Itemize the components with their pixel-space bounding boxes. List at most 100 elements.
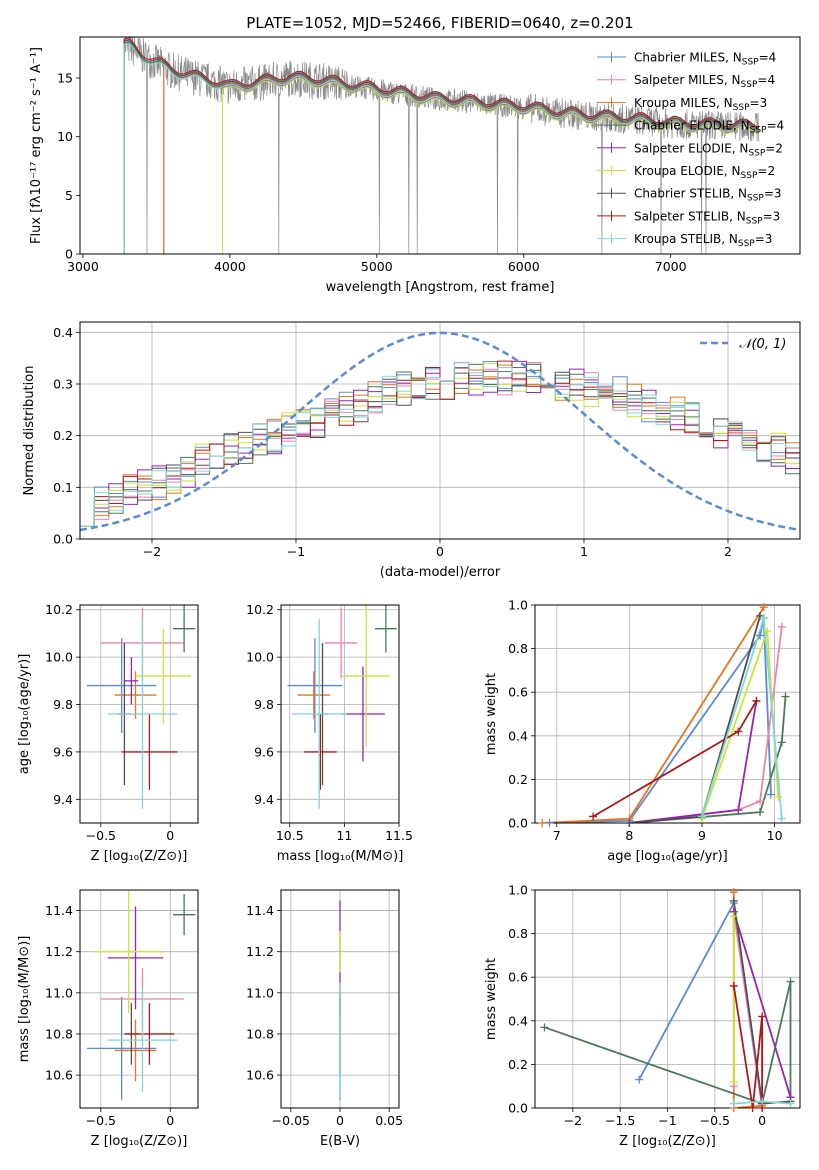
y-tick-label: 9.4 [254, 792, 274, 807]
y-tick-label: 0.4 [508, 728, 528, 743]
model-line [123, 43, 760, 254]
y-axis-label: mass [log₁₀(M/M⊙)] [17, 936, 32, 1063]
x-tick-label: 10 [767, 828, 783, 843]
histogram-series [80, 363, 800, 527]
y-tick-label: 10.2 [246, 602, 274, 617]
weight-point-marker [756, 808, 765, 817]
weight-point-marker [759, 614, 768, 623]
y-tick-label: 0.0 [508, 816, 528, 831]
y-tick-label: 0.3 [53, 377, 73, 392]
y-tick-label: 0.4 [508, 1013, 528, 1028]
x-axis-label: wavelength [Angstrom, rest frame] [326, 280, 555, 295]
legend-label: Salpeter MILES, NSSP=4 [634, 73, 775, 90]
y-tick-label: 1.0 [508, 598, 528, 613]
weight-point-marker [697, 812, 706, 821]
weight-point-marker [589, 812, 598, 821]
x-tick-label: 7 [553, 828, 561, 843]
y-tick-label: 0.8 [508, 926, 528, 941]
y-tick-label: 10.0 [246, 650, 274, 665]
legend-label: Chabrier MILES, NSSP=4 [634, 51, 776, 68]
weight-point-marker [774, 792, 783, 801]
weight-point-marker [786, 977, 795, 986]
axes-frame [534, 604, 801, 824]
weight-point-marker [752, 696, 761, 705]
figure-title: PLATE=1052, MJD=52466, FIBERID=0640, z=0… [246, 14, 633, 32]
y-tick-label: 0 [65, 247, 73, 262]
weight-series-line [732, 985, 763, 1108]
y-tick-label: 11.2 [246, 944, 274, 959]
x-tick-label: 7000 [655, 259, 687, 274]
panel-mass-vs-EBV: −0.05 0 0.05 10.6 10.8 11.0 11.2 11.4 E(B-V) [246, 889, 403, 1149]
histogram-series [80, 360, 800, 527]
y-tick-label: 9.4 [53, 792, 73, 807]
x-tick-label: −0.5 [86, 828, 116, 843]
y-tick-label: 11.4 [45, 903, 73, 918]
weight-point-marker [777, 622, 786, 631]
weight-point-marker [540, 1023, 549, 1032]
x-axis-label: Z [log₁₀(Z/Z⊙)] [91, 1134, 188, 1149]
plot-area [86, 890, 196, 1100]
weight-point-marker [538, 819, 547, 827]
y-tick-label: 10.6 [246, 1068, 274, 1083]
weight-point-marker [734, 727, 743, 736]
y-tick-label: 9.6 [254, 744, 274, 759]
y-tick-label: 0.2 [508, 772, 528, 787]
axes-frame [79, 889, 199, 1109]
x-axis-label: Z [log₁₀(Z/Z⊙)] [91, 849, 188, 864]
weight-point-marker [635, 1075, 644, 1084]
plot-area [287, 605, 397, 809]
weight-point-marker [758, 1012, 767, 1021]
model-line [222, 77, 759, 254]
x-axis-label: E(B-V) [320, 1134, 360, 1149]
weight-point-marker [756, 797, 765, 806]
y-tick-label: 11.2 [45, 944, 73, 959]
weight-point-marker [625, 819, 634, 827]
y-tick-label: 1.0 [508, 883, 528, 898]
x-tick-label: −2 [143, 544, 161, 559]
weight-point-marker [748, 1104, 757, 1112]
histogram-series [80, 364, 800, 527]
histogram-series [80, 363, 800, 527]
x-tick-label: 0.05 [375, 1113, 403, 1128]
legend-label: Kroupa MILES, NSSP=3 [634, 96, 767, 113]
weight-point-marker [734, 805, 743, 814]
y-tick-label: 0.2 [53, 428, 73, 443]
y-tick-label: 0.4 [53, 325, 73, 340]
x-axis-label: Z [log₁₀(Z/Z⊙)] [619, 1134, 716, 1149]
x-tick-label: 0 [166, 1113, 174, 1128]
x-tick-label: 8 [625, 828, 633, 843]
legend-label: Salpeter STELIB, NSSP=3 [634, 209, 780, 226]
y-tick-label: 0.1 [53, 480, 73, 495]
weight-point-marker [759, 603, 768, 612]
y-tick-label: 0.0 [53, 532, 73, 547]
panel-weight-vs-age: 7 8 9 10 0.0 0.2 0.4 0.6 0.8 1.0 age [log₁₀(age/yr… [484, 598, 801, 864]
y-tick-label: 0.6 [508, 685, 528, 700]
x-tick-label: 5000 [361, 259, 393, 274]
histogram-series [80, 361, 800, 527]
y-tick-label: 10.2 [45, 602, 73, 617]
spectrum-legend: Chabrier MILES, NSSP=4 Salpeter MILES, NS… [597, 51, 784, 249]
weight-series-line [544, 981, 792, 1105]
normal-curve [80, 331, 800, 532]
weight-point-marker [729, 896, 738, 905]
weight-point-marker [756, 631, 765, 640]
weight-point-marker [729, 912, 738, 921]
y-tick-label: 9.8 [53, 697, 73, 712]
weight-point-marker [729, 1099, 738, 1108]
weight-point-marker [729, 1077, 738, 1086]
y-tick-label: 11.0 [45, 985, 73, 1000]
weight-point-marker [777, 814, 786, 823]
legend-label: Chabrier STELIB, NSSP=3 [634, 187, 782, 204]
plot-area [86, 605, 196, 809]
panel-residuals: −2 −1 0 1 2 0.0 0.1 0.2 0.3 0.4 (data-model)/error… [22, 321, 801, 580]
x-tick-label: 0 [758, 1113, 766, 1128]
y-tick-label: 0.8 [508, 641, 528, 656]
y-tick-label: 9.8 [254, 697, 274, 712]
x-tick-label: 9 [698, 828, 706, 843]
weight-point-marker [766, 790, 775, 799]
x-tick-label: −0.5 [86, 1113, 116, 1128]
y-tick-label: 11.0 [246, 985, 274, 1000]
x-tick-label: 0 [336, 1113, 344, 1128]
x-tick-label: −1 [287, 544, 305, 559]
